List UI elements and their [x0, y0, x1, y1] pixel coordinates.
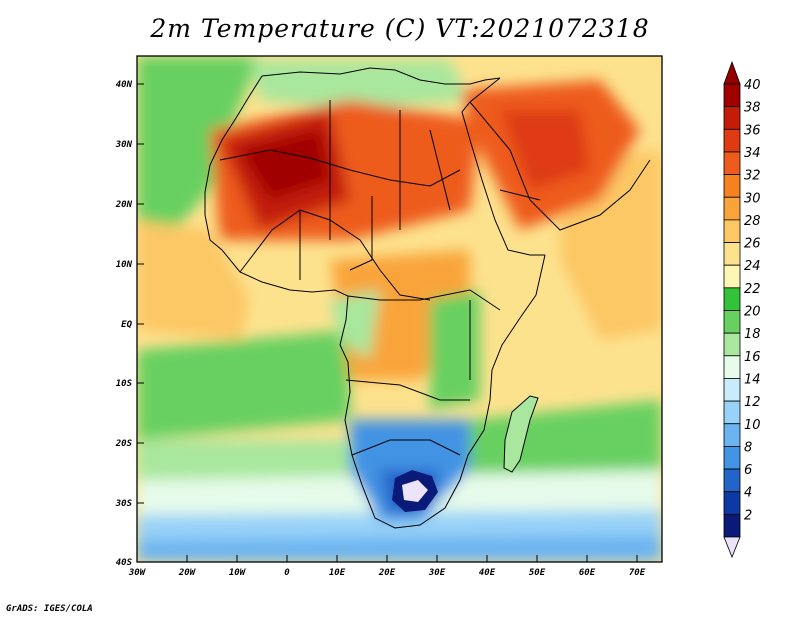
map-frame — [136, 55, 663, 563]
colorbar-label: 30 — [744, 191, 761, 206]
lon-tick-label: 20E — [378, 568, 396, 578]
lon-tick-label: 10E — [329, 568, 346, 578]
colorbar-label: 28 — [744, 214, 761, 229]
colorbar-label: 20 — [744, 305, 761, 320]
lat-tick-label: 40N — [116, 80, 133, 90]
lat-tick-label: 20S — [115, 439, 133, 449]
colorbar-segment — [723, 174, 741, 198]
colorbar-segment — [723, 287, 741, 311]
colorbar-label: 26 — [744, 237, 761, 252]
coastlines — [204, 67, 651, 529]
colorbar-label: 24 — [744, 259, 761, 274]
lon-axis: 30W 20W 10W 0 10E 20E 30E 40E 50E 60E 70… — [128, 555, 646, 578]
colorbar-segment — [723, 468, 741, 493]
lon-tick-label: 10W — [229, 568, 247, 578]
colorbar-label: 12 — [744, 395, 761, 410]
lon-tick-label: 20W — [178, 568, 197, 578]
colorbar-segment — [723, 106, 741, 130]
colorbar-label: 22 — [744, 282, 761, 297]
lon-tick-label: 30W — [128, 568, 147, 578]
colorbar-segment — [723, 332, 741, 357]
chart-title: 2m Temperature (C) VT:2021072318 — [150, 14, 650, 43]
colorbar-segment — [723, 264, 741, 289]
lat-tick-label: 30N — [115, 140, 133, 150]
lon-tick-label: 70E — [629, 568, 646, 578]
colorbar-segment — [723, 423, 741, 447]
colorbar-label: 4 — [744, 486, 752, 501]
colorbar-label: 18 — [744, 327, 761, 342]
lat-tick-label: EQ — [121, 320, 132, 330]
lon-tick-label: 0 — [284, 568, 290, 578]
lon-tick-label: 30E — [428, 568, 446, 578]
temperature-field — [137, 56, 662, 562]
colorbar-segment — [723, 196, 741, 221]
colorbar-segment — [723, 242, 741, 266]
colorbar-segment — [723, 355, 741, 379]
colorbar-label: 38 — [744, 101, 761, 116]
colorbar-segment — [723, 513, 741, 538]
grads-credit: GrADS: IGES/COLA — [6, 604, 93, 614]
colorbar-label: 32 — [744, 169, 761, 184]
colorbar-segment — [723, 491, 741, 515]
lat-tick-label: 40S — [116, 558, 133, 568]
colorbar-label: 36 — [744, 123, 761, 138]
colorbar-label: 34 — [744, 146, 761, 161]
colorbar-under-triangle — [723, 536, 741, 559]
colorbar-segment — [723, 128, 741, 153]
lon-tick-label: 40E — [479, 568, 496, 578]
colorbar-segment — [723, 83, 741, 108]
colorbar-label: 6 — [744, 463, 752, 478]
colorbar-segment — [723, 400, 741, 425]
colorbar-label: 16 — [744, 350, 761, 365]
lon-tick-label: 60E — [579, 568, 596, 578]
lat-tick-label: 10S — [116, 379, 133, 389]
colorbar-label: 40 — [744, 78, 761, 93]
colorbar-label: 8 — [744, 440, 752, 455]
colorbar-label: 2 — [744, 508, 752, 523]
colorbar-segment — [723, 151, 741, 175]
colorbar-segment — [723, 445, 741, 470]
colorbar-segment — [723, 219, 741, 243]
colorbar-label: 10 — [744, 418, 761, 433]
colorbar-over-triangle — [723, 60, 741, 85]
lat-tick-label: 30S — [115, 499, 133, 509]
colorbar: 40 38 36 34 32 30 28 26 24 22 20 18 16 14 12 10 8 6 4 2 — [723, 60, 761, 559]
lat-tick-label: 20N — [115, 200, 133, 210]
colorbar-segment — [723, 310, 741, 334]
lon-tick-label: 50E — [529, 568, 546, 578]
lat-tick-label: 10N — [116, 260, 133, 270]
lat-axis: 40N 30N 20N 10N EQ 10S 20S 30S 40S — [115, 80, 144, 568]
colorbar-label: 14 — [744, 372, 761, 387]
colorbar-segment — [723, 378, 741, 402]
